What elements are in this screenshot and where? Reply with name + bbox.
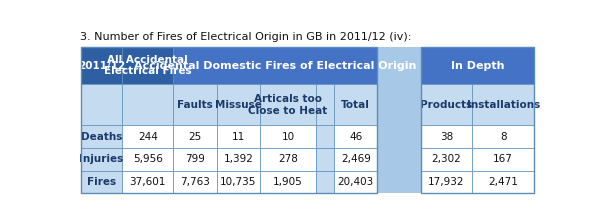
Bar [334, 148, 377, 171]
Text: Deaths: Deaths [80, 131, 122, 142]
Bar [80, 171, 122, 193]
Text: Missuse: Missuse [215, 100, 262, 110]
Bar [217, 148, 260, 171]
Bar [316, 84, 334, 125]
Text: Products: Products [421, 100, 473, 110]
Text: All Accidental
Electrical Fires: All Accidental Electrical Fires [104, 55, 191, 76]
Text: 244: 244 [138, 131, 158, 142]
Bar [122, 171, 173, 193]
Text: 7,763: 7,763 [180, 177, 210, 187]
Text: 8: 8 [500, 131, 506, 142]
Bar [316, 125, 334, 148]
Bar [260, 171, 316, 193]
Bar [217, 84, 260, 125]
Bar [260, 125, 316, 148]
Bar [421, 84, 472, 125]
Bar [334, 125, 377, 148]
Bar [472, 171, 535, 193]
Text: 3. Number of Fires of Electrical Origin in GB in 2011/12 (iv):: 3. Number of Fires of Electrical Origin … [80, 32, 411, 42]
Bar [122, 148, 173, 171]
Bar [217, 125, 260, 148]
Bar [421, 171, 472, 193]
Bar [80, 47, 377, 193]
Bar [334, 171, 377, 193]
Bar [80, 47, 122, 84]
Bar [80, 148, 122, 171]
Text: 167: 167 [493, 154, 513, 164]
Text: Total: Total [341, 100, 370, 110]
Text: 278: 278 [278, 154, 298, 164]
Text: 17,932: 17,932 [428, 177, 465, 187]
Bar [173, 171, 217, 193]
Text: 25: 25 [188, 131, 202, 142]
Text: 1,392: 1,392 [224, 154, 253, 164]
Bar [316, 171, 334, 193]
Text: 46: 46 [349, 131, 362, 142]
Bar [421, 47, 535, 193]
Bar [377, 148, 421, 171]
Text: 37,601: 37,601 [130, 177, 166, 187]
Text: 10: 10 [281, 131, 295, 142]
Text: In Depth: In Depth [451, 61, 505, 70]
Bar [421, 148, 472, 171]
Text: Faults: Faults [177, 100, 213, 110]
Bar [80, 84, 122, 125]
Text: 20,403: 20,403 [338, 177, 374, 187]
Bar [472, 125, 535, 148]
Bar [421, 125, 472, 148]
Text: 11: 11 [232, 131, 245, 142]
Text: 2011/12: 2011/12 [78, 61, 125, 70]
Bar [260, 84, 316, 125]
Bar [217, 171, 260, 193]
Text: 10,735: 10,735 [220, 177, 257, 187]
Text: 2,471: 2,471 [488, 177, 518, 187]
Text: Installations: Installations [467, 100, 540, 110]
Text: Accidental Domestic Fires of Electrical Origin: Accidental Domestic Fires of Electrical … [134, 61, 416, 70]
Bar [334, 84, 377, 125]
Text: Injuries: Injuries [79, 154, 124, 164]
Bar [173, 47, 377, 84]
Bar [80, 125, 122, 148]
Text: 2,302: 2,302 [431, 154, 461, 164]
Text: 799: 799 [185, 154, 205, 164]
Bar [122, 47, 173, 84]
Bar [122, 125, 173, 148]
Bar [260, 148, 316, 171]
Text: Fires: Fires [87, 177, 116, 187]
Bar [377, 171, 421, 193]
Bar [377, 84, 421, 125]
Bar [173, 84, 217, 125]
Bar [377, 125, 421, 148]
Bar [472, 148, 535, 171]
Bar [377, 47, 421, 84]
Bar [122, 84, 173, 125]
Bar [316, 148, 334, 171]
Text: 2,469: 2,469 [341, 154, 371, 164]
Bar [421, 47, 535, 84]
Text: 5,956: 5,956 [133, 154, 163, 164]
Text: Articals too
Close to Heat: Articals too Close to Heat [248, 94, 328, 116]
Text: 1,905: 1,905 [273, 177, 303, 187]
Bar [472, 84, 535, 125]
Text: 38: 38 [440, 131, 453, 142]
Bar [173, 125, 217, 148]
Bar [173, 148, 217, 171]
